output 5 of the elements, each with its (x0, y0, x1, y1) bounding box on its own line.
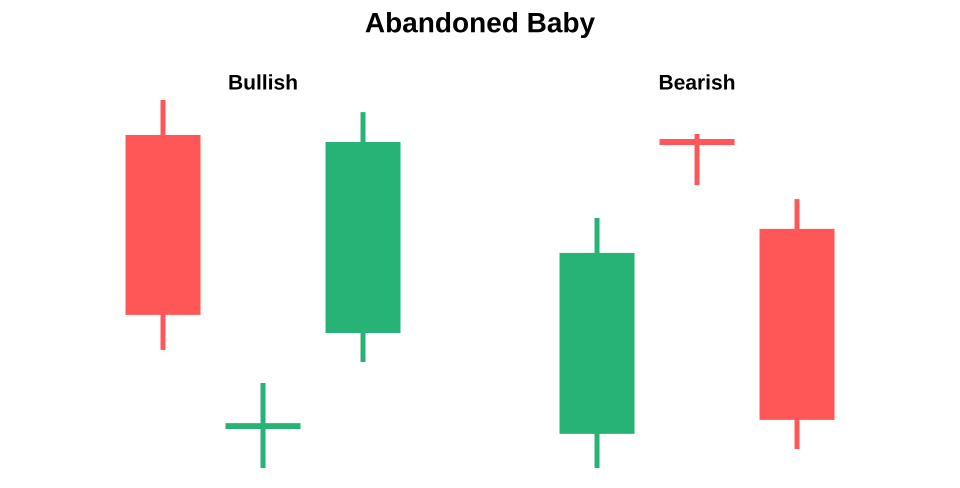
text: Abandoned Baby (366, 12, 595, 38)
chart-subtitle: Bullish (229, 74, 297, 90)
candlestick (660, 134, 735, 186)
candlestick (226, 382, 301, 468)
chart-subtitle: Bearish (660, 74, 734, 90)
